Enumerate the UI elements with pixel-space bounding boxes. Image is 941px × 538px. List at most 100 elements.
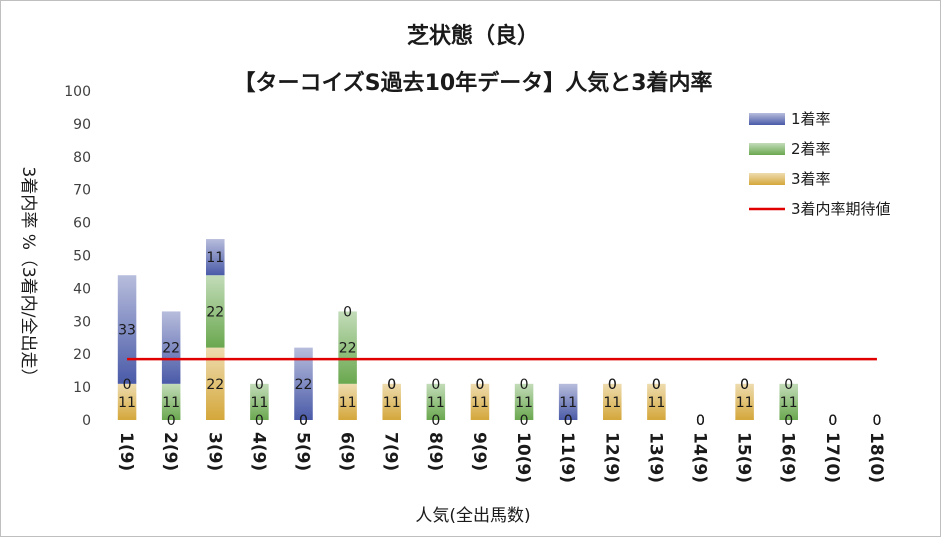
x-tick-label: 1(9)	[116, 432, 136, 471]
y-tick-label: 70	[73, 183, 91, 199]
x-tick-label: 9(9)	[469, 432, 489, 471]
x-tick-label: 7(9)	[381, 432, 401, 471]
data-label: 22	[206, 377, 224, 393]
data-label: 11	[515, 395, 533, 411]
data-label: 11	[118, 395, 136, 411]
data-label: 11	[162, 395, 180, 411]
data-label: 0	[299, 413, 308, 429]
data-label: 0	[784, 377, 793, 393]
data-label: 11	[559, 395, 577, 411]
legend: 1着率 2着率 3着率 3着内率期待値	[749, 110, 891, 218]
x-tick-label: 3(9)	[204, 432, 224, 471]
y-tick-label: 20	[73, 347, 91, 363]
bar-segment	[206, 275, 225, 348]
data-label: 0	[167, 413, 176, 429]
data-label: 0	[123, 377, 132, 393]
x-tick-label: 4(9)	[248, 432, 268, 471]
bar-segment	[647, 383, 666, 420]
y-tick-label: 50	[73, 249, 91, 265]
x-tick-label: 10(9)	[513, 432, 533, 483]
legend-swatch	[749, 143, 785, 155]
bar-segment	[426, 383, 446, 420]
data-label: 0	[255, 377, 264, 393]
data-label: 0	[872, 413, 881, 429]
data-label: 0	[652, 377, 661, 393]
x-tick-label: 17(0)	[822, 432, 842, 483]
data-label: 22	[295, 377, 313, 393]
data-label: 0	[387, 377, 396, 393]
x-tick-label: 14(9)	[690, 432, 710, 483]
data-label: 11	[471, 395, 489, 411]
data-label: 11	[736, 395, 754, 411]
data-label: 0	[696, 413, 705, 429]
data-label: 0	[564, 413, 573, 429]
bar-segment	[117, 275, 137, 384]
y-tick-label: 0	[82, 413, 91, 429]
bar-segment	[470, 383, 490, 420]
data-label: 0	[828, 413, 837, 429]
legend-swatch	[749, 173, 785, 185]
data-label: 0	[828, 413, 837, 429]
data-label: 0	[431, 377, 440, 393]
legend-label: 3着内率期待値	[791, 200, 891, 218]
bar-segment	[250, 383, 269, 420]
data-label: 0	[608, 377, 617, 393]
data-label: 0	[696, 413, 705, 429]
bar-segment	[514, 383, 534, 420]
bar-segment	[558, 383, 578, 420]
chart-subtitle: 【ターコイズS過去10年データ】人気と3着内率	[233, 70, 712, 96]
data-label: 22	[339, 341, 357, 357]
data-label: 0	[475, 377, 484, 393]
bar-segment	[338, 311, 357, 384]
bars	[117, 239, 798, 420]
x-tick-label: 13(9)	[645, 432, 665, 483]
y-tick-label: 10	[73, 380, 91, 396]
data-label: 0	[740, 377, 749, 393]
data-label: 11	[427, 395, 445, 411]
legend-label: 2着率	[791, 140, 831, 158]
data-label: 0	[608, 377, 617, 393]
legend-label: 1着率	[791, 110, 831, 128]
y-tick-label: 60	[73, 216, 91, 232]
data-labels: 11 0 33 0 11 22 22 22 11 0 11 0 0 0 22 11 22 0 11 0 0 0 11 0 11 0…	[118, 250, 881, 429]
data-label: 0	[784, 413, 793, 429]
bar-segment	[735, 383, 754, 420]
y-axis-ticks: 0 10 20 30 40 50 60 70 80 90 100	[64, 84, 91, 429]
bar-segment	[161, 383, 181, 420]
bar-segment	[206, 347, 225, 420]
data-label: 0	[696, 413, 705, 429]
y-tick-label: 40	[73, 281, 91, 297]
x-axis-ticks: 1(9) 2(9) 3(9) 4(9) 5(9) 6(9) 7(9) 8(9) 9(9) 10(9…	[116, 432, 886, 483]
data-label: 0	[520, 413, 529, 429]
data-label: 33	[118, 323, 136, 339]
data-label: 22	[162, 341, 180, 357]
data-label: 0	[255, 413, 264, 429]
data-label: 0	[343, 304, 352, 320]
data-label: 0	[872, 413, 881, 429]
x-tick-label: 12(9)	[601, 432, 621, 483]
data-label: 0	[872, 413, 881, 429]
legend-swatch	[749, 113, 785, 125]
data-label: 11	[250, 395, 268, 411]
bar-segment	[603, 383, 622, 420]
y-tick-label: 80	[73, 150, 91, 166]
x-tick-label: 2(9)	[160, 432, 180, 471]
x-tick-label: 11(9)	[557, 432, 577, 483]
data-label: 0	[387, 377, 396, 393]
data-label: 0	[740, 377, 749, 393]
y-axis-label: 3着内率 %（3着内/全出走）	[18, 167, 38, 386]
data-label: 11	[339, 395, 357, 411]
data-label: 0	[652, 377, 661, 393]
bar-segment	[117, 383, 137, 420]
y-tick-label: 100	[64, 84, 91, 100]
chart-title: 芝状態（良）	[407, 23, 539, 49]
data-label: 0	[564, 413, 573, 429]
data-label: 0	[431, 413, 440, 429]
data-label: 0	[299, 413, 308, 429]
x-tick-label: 6(9)	[337, 432, 357, 471]
data-label: 0	[520, 377, 529, 393]
x-tick-label: 18(0)	[866, 432, 886, 483]
bar-segment	[206, 239, 225, 276]
